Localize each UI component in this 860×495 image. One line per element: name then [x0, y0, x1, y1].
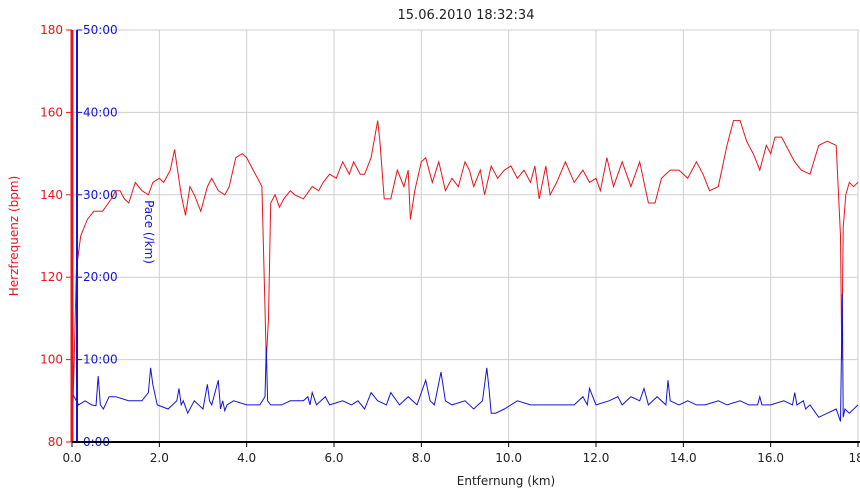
right-tick-label: 50:00	[83, 23, 118, 37]
left-axis-label: Herzfrequenz (bpm)	[7, 176, 21, 297]
x-tick-label: 4.0	[237, 451, 256, 465]
x-tick-label: 2.0	[150, 451, 169, 465]
x-tick-label: 6.0	[324, 451, 343, 465]
x-tick-label: 8.0	[412, 451, 431, 465]
left-tick-label: 80	[48, 435, 63, 449]
right-tick-label: 10:00	[83, 353, 118, 367]
left-tick-label: 160	[40, 105, 63, 119]
x-tick-label: 10.0	[495, 451, 522, 465]
chart-title: 15.06.2010 18:32:34	[398, 8, 535, 23]
x-tick-label: 18.	[848, 451, 860, 465]
x-tick-label: 14.0	[670, 451, 697, 465]
left-tick-label: 180	[40, 23, 63, 37]
left-tick-label: 100	[40, 353, 63, 367]
right-tick-label: 30:00	[83, 188, 118, 202]
right-tick-label: 20:00	[83, 270, 118, 284]
right-axis-label: Pace (/km)	[142, 200, 156, 264]
left-tick-label: 140	[40, 188, 63, 202]
x-tick-label: 16.0	[757, 451, 784, 465]
right-tick-label: 40:00	[83, 105, 118, 119]
heart-rate-line	[71, 120, 859, 443]
x-axis-label: Entfernung (km)	[457, 474, 555, 488]
x-axis-tick-labels: 0.0 2.0 4.0 6.0 8.0 10.0 12.0 14.0 16.0 18.	[62, 451, 860, 465]
left-axis-tick-labels: 80 100 120 140 160 180	[40, 23, 63, 449]
grid	[66, 29, 859, 447]
pace-line	[71, 293, 859, 422]
x-tick-label: 12.0	[583, 451, 610, 465]
x-tick-label: 0.0	[62, 451, 81, 465]
left-tick-label: 120	[40, 270, 63, 284]
